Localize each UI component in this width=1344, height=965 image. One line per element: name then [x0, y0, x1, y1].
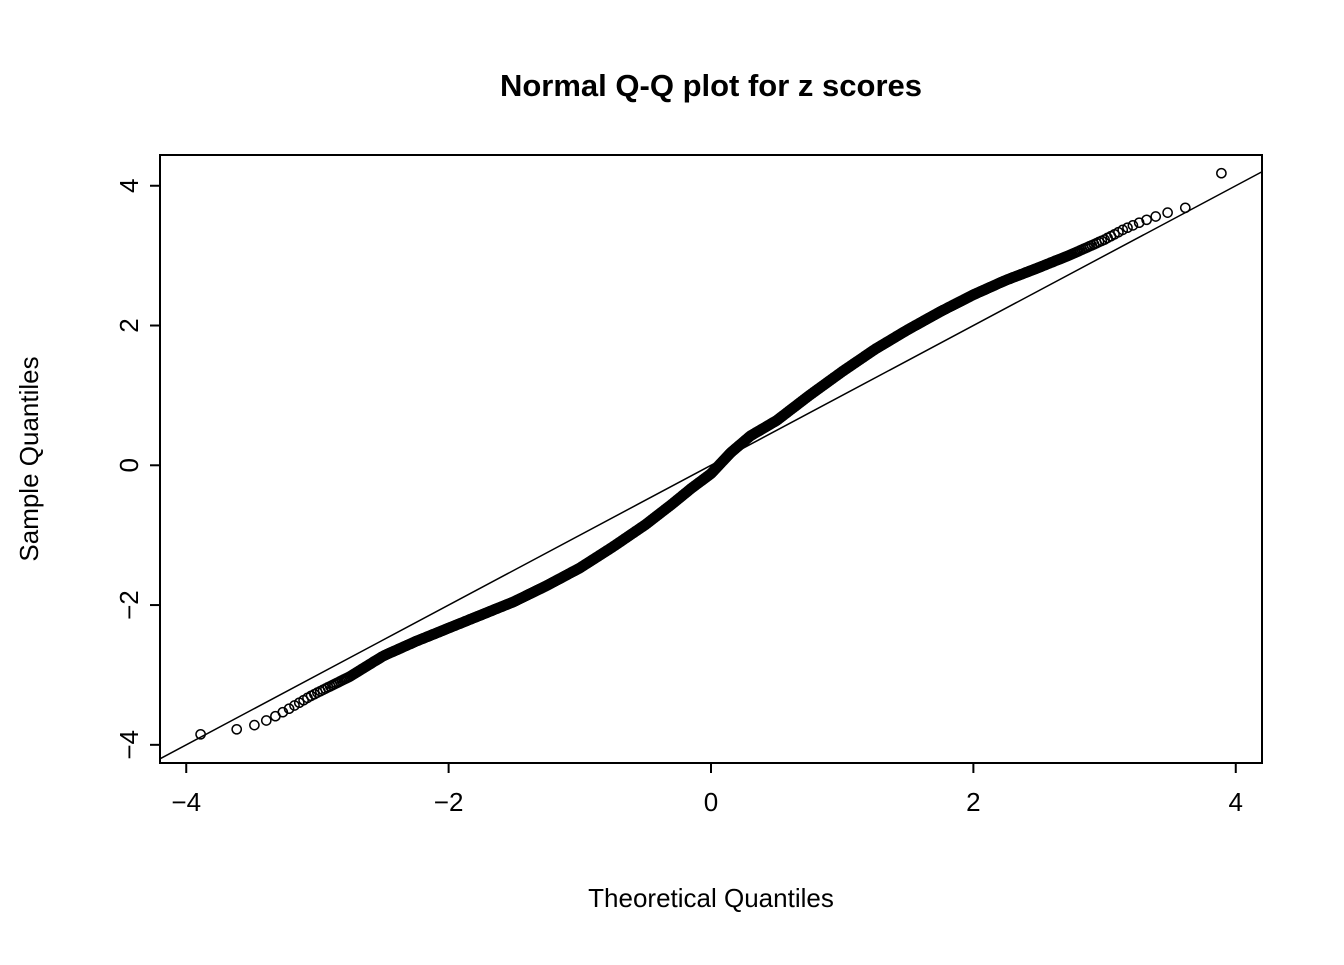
qq-point: [249, 719, 260, 731]
qq-point: [1150, 211, 1162, 222]
x-tick-label: 0: [704, 787, 718, 817]
data-points: [195, 167, 1227, 740]
qq-point: [195, 728, 206, 740]
qq-point: [277, 706, 289, 718]
qq-point: [1117, 224, 1129, 236]
qq-point: [1179, 202, 1191, 214]
y-tick-label: −2: [114, 590, 144, 620]
x-tick-label: −2: [434, 787, 464, 817]
x-tick-label: −4: [171, 787, 201, 817]
plot-box: [159, 154, 1263, 764]
qq-point: [231, 723, 243, 735]
x-axis-label: Theoretical Quantiles: [588, 883, 834, 913]
axes: −4 −2 0 2 4 −4 −2 0 2 4: [114, 179, 1243, 817]
y-axis-label: Sample Quantiles: [14, 356, 44, 561]
qq-point: [1141, 214, 1152, 226]
qq-point: [283, 703, 295, 715]
qq-point: [1162, 207, 1173, 218]
chart-title: Normal Q-Q plot for z scores: [500, 68, 922, 103]
x-tick-label: 2: [966, 787, 980, 817]
qq-point: [1122, 222, 1133, 234]
y-tick-label: 0: [114, 458, 144, 472]
qq-point: [1216, 167, 1227, 179]
qq-point: [260, 715, 272, 726]
reference-line: [159, 171, 1263, 760]
y-tick-label: 4: [114, 179, 144, 193]
y-tick-label: 2: [114, 318, 144, 332]
x-tick-label: 4: [1229, 787, 1243, 817]
qq-point: [1133, 217, 1145, 229]
qq-point: [1127, 220, 1139, 231]
y-tick-label: −4: [114, 730, 144, 760]
